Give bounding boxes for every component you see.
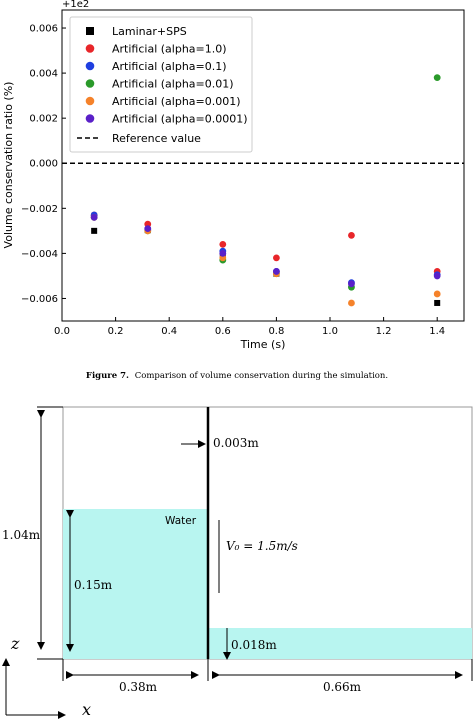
right-water-height-label: 0.018m [231, 638, 277, 652]
data-point-series-5 [90, 213, 98, 221]
legend-reference-label: Reference value [112, 132, 201, 145]
caption-text: Comparison of volume conservation during… [134, 371, 389, 381]
x-axis-label: x [82, 700, 91, 719]
y-tick-label: −0.006 [21, 294, 58, 305]
x-tick-label: 1.4 [429, 326, 445, 337]
y-axis-label: Volume conservation ratio (%) [2, 82, 15, 249]
x-tick-label: 1.2 [376, 326, 392, 337]
data-point-series-1 [273, 254, 280, 262]
right-width-label: 0.66m [323, 680, 362, 694]
volume-conservation-chart: +1e2 0.0 0.2 0.4 0.6 0.8 1.0 1.2 1.4 −0.006−0.0… [2, 0, 465, 351]
legend-label: Artificial (alpha=0.0001) [112, 113, 248, 126]
x-tick-label: 0.2 [108, 326, 124, 337]
legend-label: Laminar+SPS [112, 25, 187, 38]
y-offset-label: +1e2 [62, 0, 89, 10]
legend-label: Artificial (alpha=1.0) [112, 43, 227, 56]
caption-label: Figure 7. [85, 371, 130, 381]
left-water-column [63, 509, 207, 659]
legend: Laminar+SPS Artificial (alpha=1.0) Artific… [69, 16, 253, 153]
legend-marker-circle [85, 96, 95, 106]
data-point-series-4 [433, 290, 441, 298]
data-point-series-5 [273, 268, 280, 275]
x-tick-label: 0.0 [54, 326, 70, 337]
y-tick-label: 0.004 [29, 69, 58, 80]
left-water-height-label: 0.15m [74, 578, 113, 592]
data-point-series-1 [348, 231, 355, 239]
y-tick-label: 0.002 [29, 114, 58, 125]
data-point-laminar-sps [91, 227, 98, 234]
legend-label: Artificial (alpha=0.1) [112, 60, 227, 73]
data-point-laminar-sps [434, 299, 441, 306]
y-tick-label: −0.002 [21, 204, 58, 215]
data-point-series-3 [433, 74, 441, 82]
height-label-bg [0, 525, 40, 543]
plot-frame [61, 9, 465, 322]
legend-marker-circle [85, 114, 95, 123]
left-width-label: 0.38m [119, 680, 158, 694]
y-axis-ticks: −0.006 −0.004 −0.002 0.000 0.002 0.004 0.006 [21, 24, 66, 305]
x-axis-ticks: 0.0 0.2 0.4 0.6 0.8 1.0 1.2 1.4 [54, 317, 445, 337]
y-tick-label: −0.004 [21, 249, 58, 260]
z-axis-label: z [10, 634, 20, 653]
data-point-series-5 [348, 280, 355, 288]
data-point-series-4 [348, 299, 355, 307]
legend-marker-circle [85, 79, 95, 88]
x-tick-label: 0.8 [268, 326, 284, 337]
data-point-series-5 [144, 225, 152, 233]
data-points [90, 74, 441, 307]
legend-marker-circle [85, 61, 95, 71]
x-tick-label: 0.6 [215, 326, 231, 337]
legend-box [69, 16, 253, 153]
x-tick-label: 0.4 [161, 326, 177, 337]
legend-marker-square [86, 27, 94, 35]
water-label: Water [165, 515, 197, 527]
y-tick-label: 0.006 [29, 24, 58, 35]
legend-marker-circle [85, 44, 95, 53]
x-tick-label: 1.0 [322, 326, 338, 337]
height-label: 1.04m [2, 528, 41, 542]
wall-thickness-label: 0.003m [213, 436, 259, 450]
data-point-series-5 [433, 272, 441, 280]
right-water-layer [209, 628, 472, 659]
x-axis-label: Time (s) [240, 338, 286, 351]
dam-break-diagram: Water 1.04m 0.003m 0.15m V₀ = 1.5m/s 0.0… [0, 406, 473, 719]
legend-label: Artificial (alpha=0.001) [112, 95, 241, 108]
data-point-series-5 [219, 249, 227, 257]
y-tick-label: 0.000 [29, 159, 58, 170]
data-point-series-1 [219, 240, 227, 248]
velocity-label: V₀ = 1.5m/s [226, 539, 298, 553]
figure-caption: Figure 7. Comparison of volume conservat… [0, 371, 474, 381]
legend-label: Artificial (alpha=0.01) [112, 78, 234, 91]
